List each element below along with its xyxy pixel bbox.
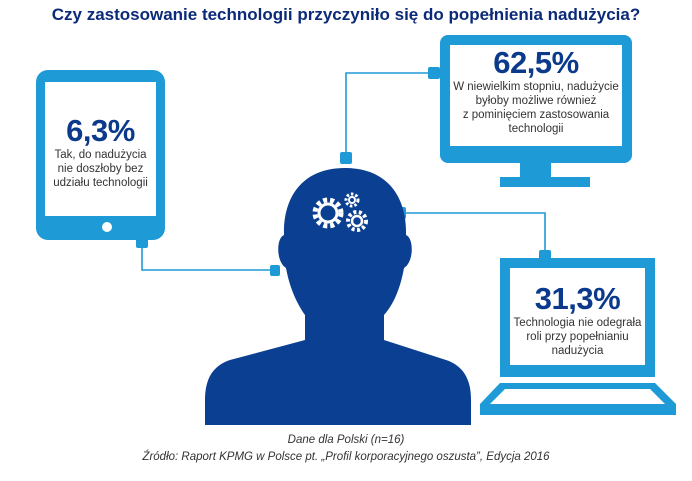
stat-text: udziału technologii	[53, 177, 148, 189]
stat-text: nadużycia	[551, 345, 604, 357]
stat-text: nie doszłoby bez	[57, 163, 144, 175]
source-note: Źródło: Raport KPMG w Polsce pt. „Profil…	[142, 451, 550, 463]
laptop-icon	[480, 258, 676, 415]
stat-text: z pominięciem zastosowania	[462, 109, 610, 121]
monitor-stat: 62,5% W niewielkim stopniu, nadużycie by…	[450, 46, 622, 136]
stat-text: W niewielkim stopniu, nadużycie	[453, 81, 619, 93]
page-title: Czy zastosowanie technologii przyczyniło…	[51, 5, 641, 24]
head-silhouette-icon	[205, 168, 471, 425]
monitor-connector	[345, 72, 432, 158]
stat-text: roli przy popełnianiu	[526, 331, 629, 343]
stat-text: byłoby możliwe również	[475, 95, 597, 107]
stat-text: Tak, do nadużycia	[54, 149, 147, 161]
monitor-icon	[440, 35, 632, 187]
tablet-stat: 6,3% Tak, do nadużycia nie doszłoby bez …	[45, 114, 156, 190]
stat-text: technologii	[508, 123, 564, 135]
connector-lines	[141, 72, 546, 271]
tablet-connector	[141, 240, 275, 271]
stat-text: Technologia nie odegrała	[513, 317, 642, 329]
laptop-stat: 31,3% Technologia nie odegrała roli przy…	[510, 282, 645, 358]
laptop-connector	[402, 212, 546, 255]
percent-value: 62,5%	[493, 45, 579, 80]
gears-icon	[312, 192, 368, 232]
percent-value: 6,3%	[66, 113, 135, 148]
tablet-icon	[36, 70, 165, 240]
sample-note: Dane dla Polski (n=16)	[287, 434, 405, 446]
percent-value: 31,3%	[534, 281, 621, 316]
